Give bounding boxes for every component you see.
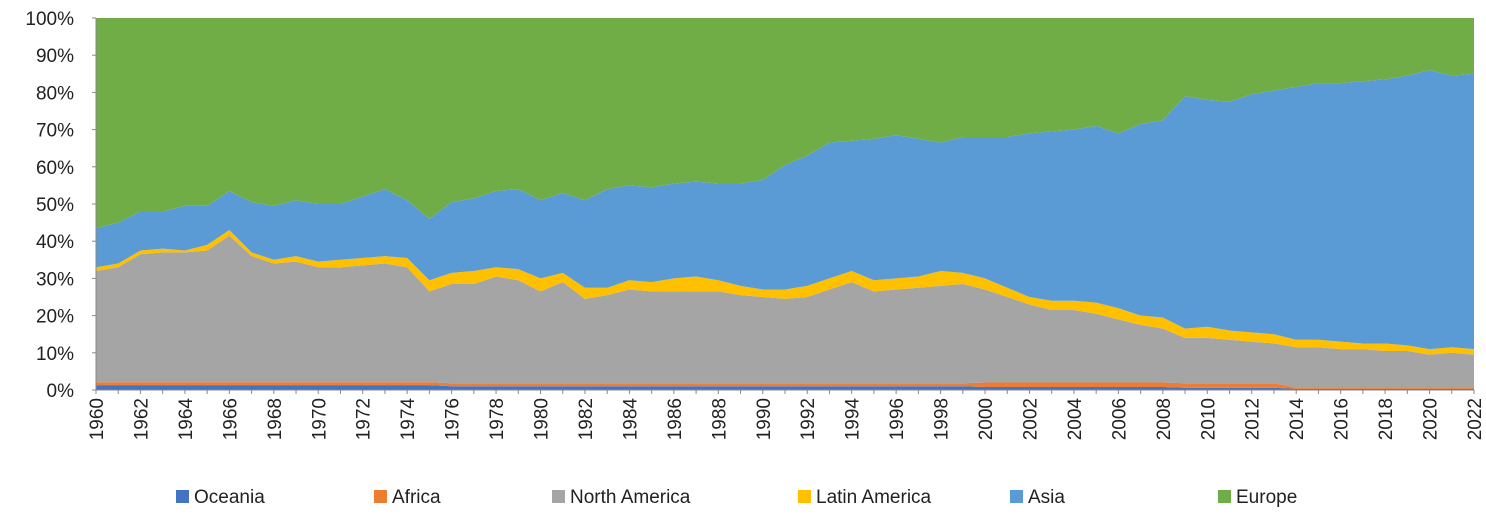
legend-swatch (176, 490, 189, 503)
x-tick-label: 2014 (1287, 398, 1308, 441)
x-tick-label: 2000 (976, 398, 997, 440)
legend-label: Africa (392, 487, 441, 508)
x-tick-label: 1980 (532, 398, 553, 440)
x-tick-label: 1966 (220, 398, 241, 440)
legend-item: Asia (1010, 487, 1065, 508)
x-tick-label: 1988 (709, 398, 730, 440)
legend-label: Latin America (816, 487, 932, 508)
x-tick-label: 2018 (1376, 398, 1397, 440)
x-tick-label: 2012 (1243, 398, 1264, 440)
x-tick-label: 1986 (665, 398, 686, 440)
x-tick-label: 1978 (487, 398, 508, 440)
area (96, 382, 1474, 389)
legend-label: North America (570, 487, 691, 508)
legend-swatch (798, 490, 811, 503)
x-tick-label: 1998 (932, 398, 953, 440)
x-tick-label: 2022 (1465, 398, 1486, 440)
x-tick-label: 1962 (131, 398, 152, 440)
x-tick-label: 1974 (398, 398, 419, 441)
y-tick-label: 0% (47, 381, 75, 402)
y-tick-label: 50% (36, 195, 74, 216)
x-tick-label: 1960 (87, 398, 108, 440)
legend-item: North America (552, 487, 691, 508)
y-tick-label: 20% (36, 307, 74, 328)
x-tick-label: 1964 (176, 398, 197, 441)
area (96, 235, 1474, 388)
legend-label: Asia (1028, 487, 1065, 508)
legend-swatch (1218, 490, 1231, 503)
y-tick-label: 80% (36, 83, 74, 104)
legend-item: Latin America (798, 487, 932, 508)
y-tick-label: 60% (36, 158, 74, 179)
area (96, 230, 1474, 355)
x-tick-label: 2002 (1020, 398, 1041, 440)
x-tick-label: 1968 (265, 398, 286, 440)
y-tick-label: 100% (25, 9, 74, 30)
x-tick-label: 2020 (1421, 398, 1442, 440)
legend-item: Oceania (176, 487, 265, 508)
x-tick-label: 1992 (798, 398, 819, 440)
x-tick-label: 2008 (1154, 398, 1175, 440)
x-tick-label: 2010 (1198, 398, 1219, 440)
area (96, 385, 1474, 390)
x-tick-label: 1984 (620, 398, 641, 441)
x-tick-label: 1996 (887, 398, 908, 440)
legend-item: Europe (1218, 487, 1297, 508)
x-tick-label: 1990 (754, 398, 775, 440)
legend-item: Africa (374, 487, 441, 508)
y-tick-label: 70% (36, 121, 74, 142)
x-tick-label: 1994 (843, 398, 864, 441)
legend-label: Oceania (194, 487, 265, 508)
legend-swatch (374, 490, 387, 503)
x-tick-label: 2004 (1065, 398, 1086, 441)
area (96, 18, 1474, 229)
y-tick-label: 30% (36, 269, 74, 290)
x-tick-label: 1972 (354, 398, 375, 440)
legend-swatch (1010, 490, 1023, 503)
y-tick-label: 40% (36, 232, 74, 253)
x-tick-label: 1976 (443, 398, 464, 440)
area (96, 70, 1474, 350)
x-tick-label: 1970 (309, 398, 330, 440)
legend-swatch (552, 490, 565, 503)
y-tick-label: 10% (36, 344, 74, 365)
x-tick-label: 2006 (1109, 398, 1130, 440)
legend-label: Europe (1236, 487, 1297, 508)
y-tick-label: 90% (36, 46, 74, 67)
x-tick-label: 2016 (1332, 398, 1353, 440)
x-tick-label: 1982 (576, 398, 597, 440)
